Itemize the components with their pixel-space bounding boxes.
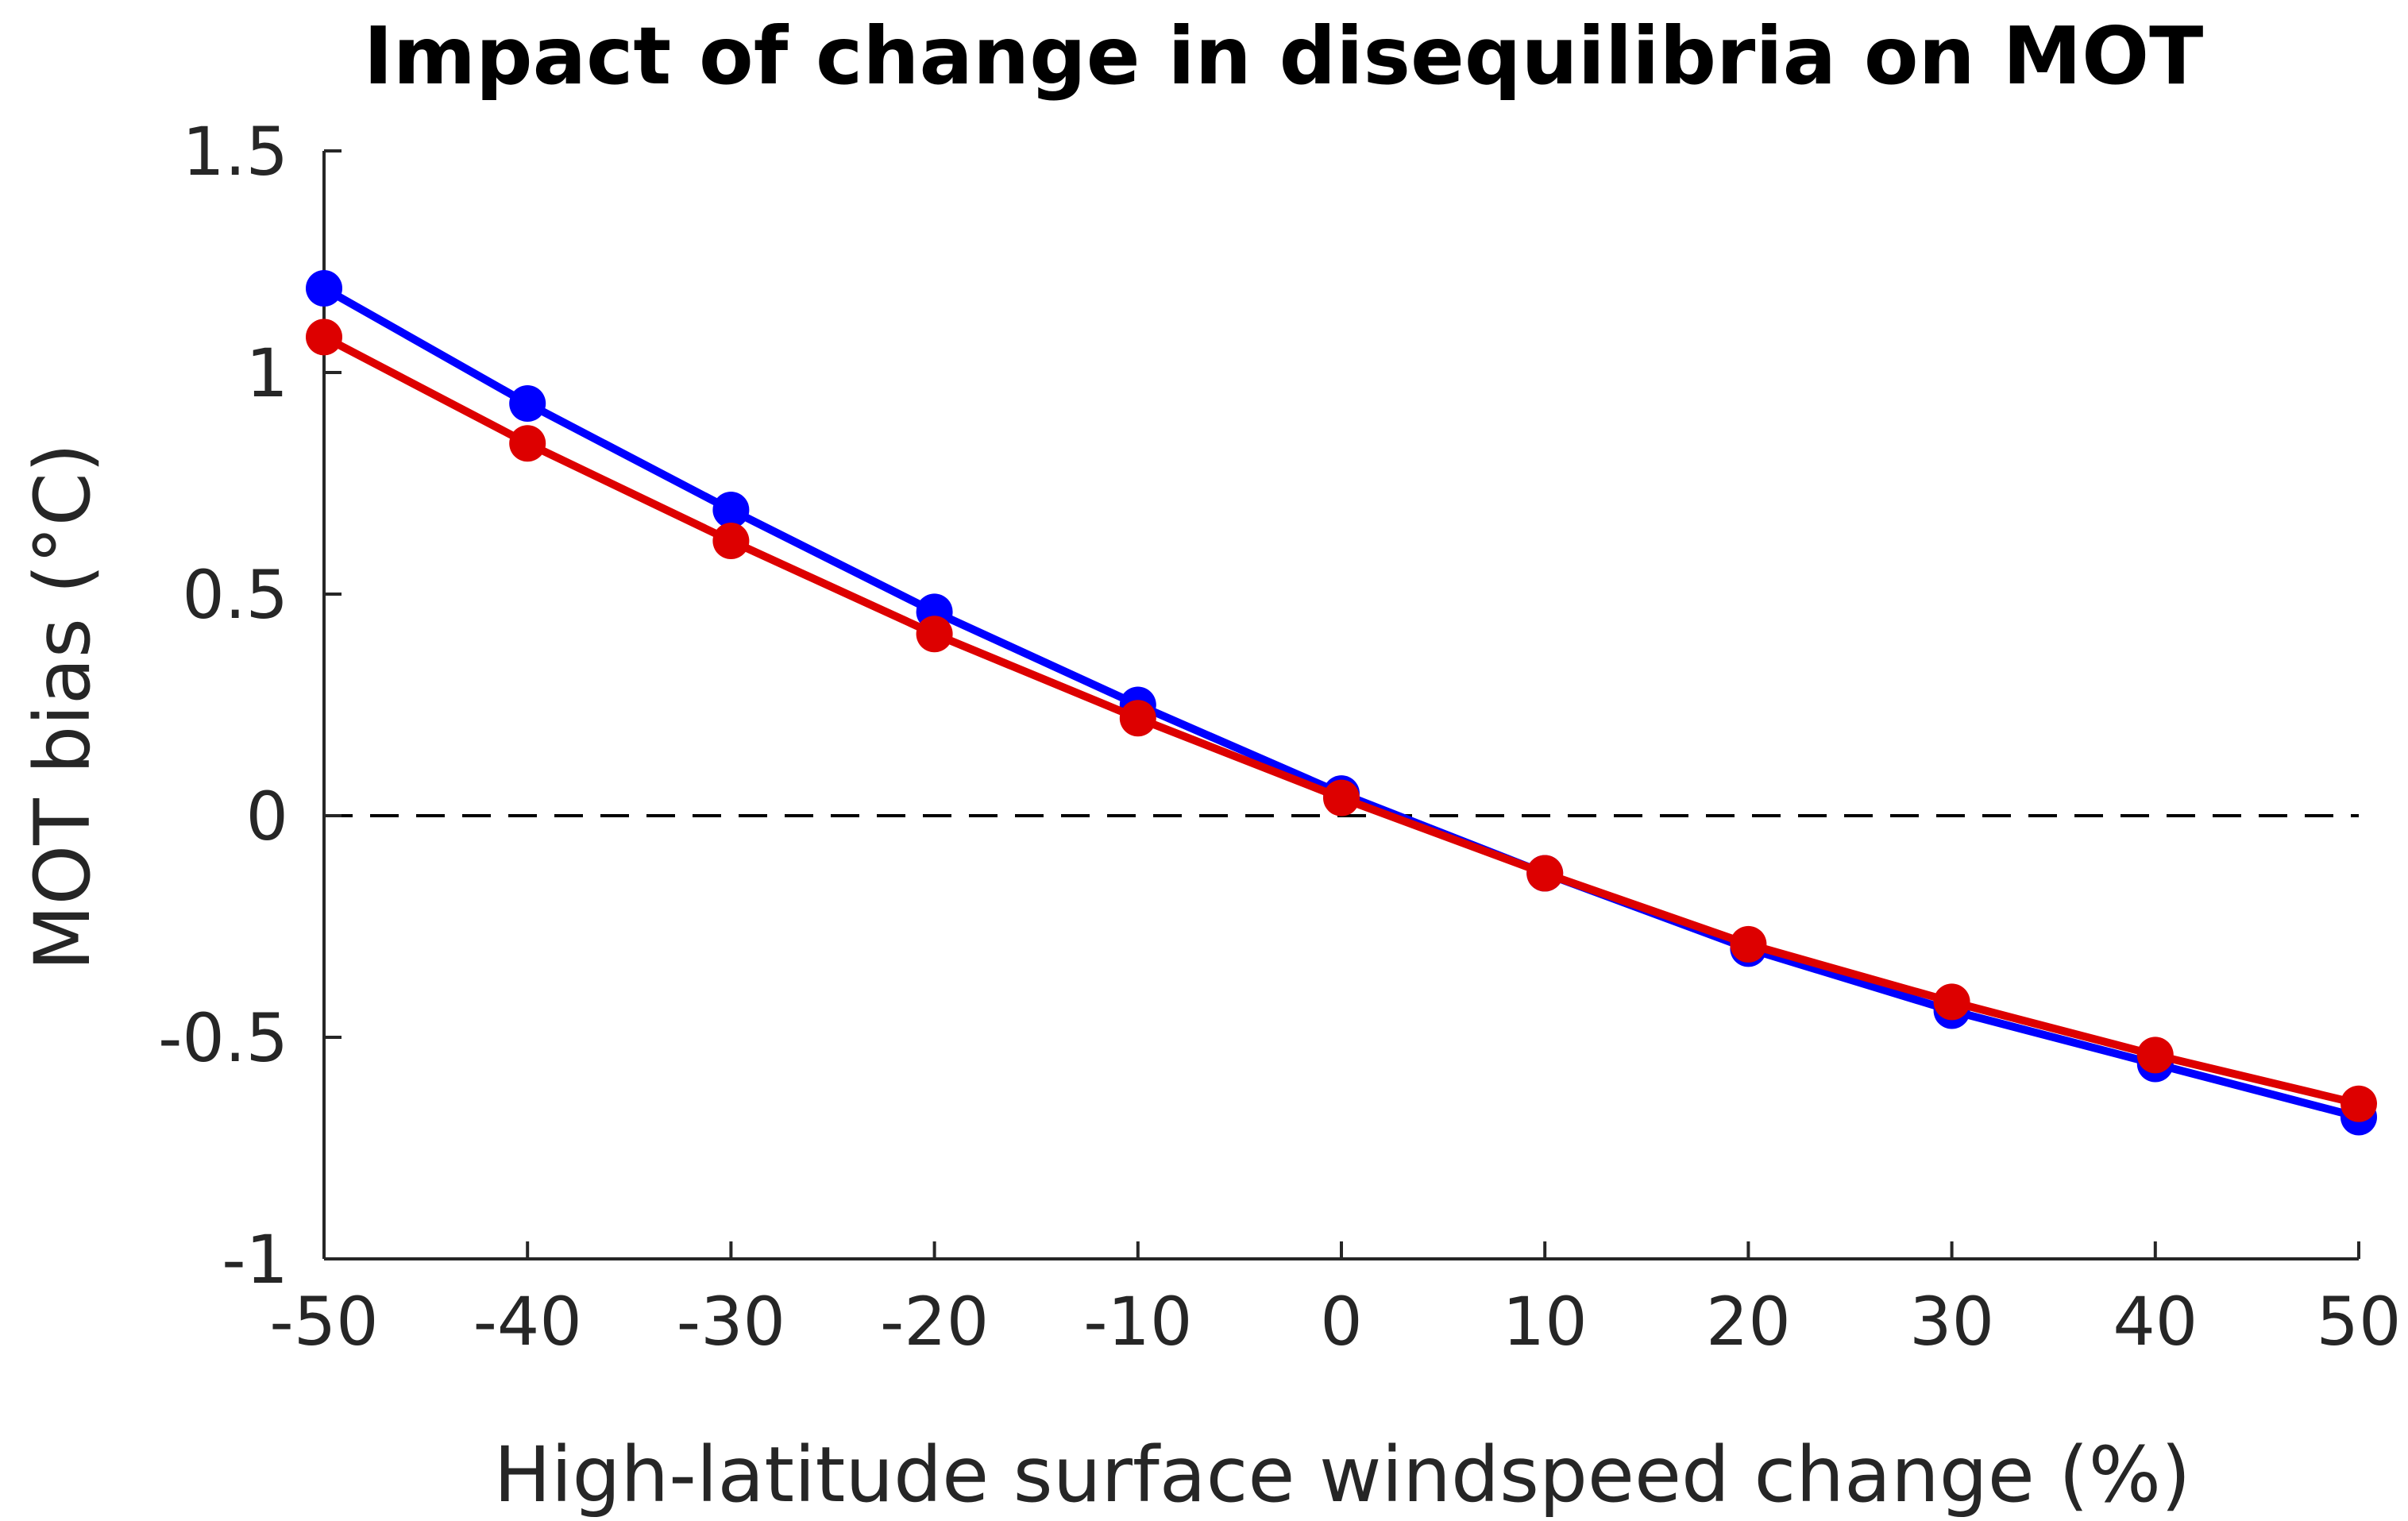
y-tick-label: -0.5 [158, 999, 288, 1077]
x-tick-label: -40 [473, 1283, 582, 1361]
x-tick-label: 0 [1320, 1283, 1362, 1361]
y-tick-label: 1.5 [182, 113, 288, 191]
x-tick-label: 20 [1706, 1283, 1791, 1361]
data-point [2340, 1085, 2377, 1122]
data-point [712, 523, 750, 560]
y-axis-ticks: 1.5 1 0.5 0 -0.5 -1 [158, 113, 342, 1299]
y-tick-label: 0 [246, 778, 288, 855]
data-point [916, 616, 953, 653]
x-tick-label: 30 [1909, 1283, 1994, 1361]
x-axis-ticks: -50 -40 -30 -20 -10 0 10 20 30 40 50 [269, 1241, 2401, 1361]
x-tick-label: 50 [2317, 1283, 2402, 1361]
data-point [509, 425, 546, 462]
x-tick-label: -20 [880, 1283, 989, 1361]
data-point [306, 269, 342, 307]
series-2 [306, 318, 2377, 1122]
data-point [1526, 855, 1564, 892]
x-tick-label: 40 [2113, 1283, 2198, 1361]
x-axis-title: High-latitude surface windspeed change (… [494, 1430, 2191, 1519]
chart-title: Impact of change in disequilibria on MOT [364, 10, 2204, 102]
series-1 [306, 269, 2377, 1136]
series-line [322, 333, 2360, 1108]
data-point [306, 318, 342, 356]
x-tick-label: -30 [677, 1283, 785, 1361]
data-point [1933, 983, 1970, 1021]
data-point [509, 385, 546, 423]
data-point [2136, 1037, 2174, 1074]
y-tick-label: 0.5 [182, 556, 288, 634]
x-tick-label: 10 [1503, 1283, 1588, 1361]
y-tick-label: -1 [222, 1221, 288, 1299]
data-point [1730, 925, 1767, 963]
data-point [712, 491, 750, 528]
series-line [322, 284, 2360, 1121]
plot-series [306, 269, 2377, 1136]
y-axis-title: MOT bias (°C) [18, 443, 107, 971]
y-tick-label: 1 [246, 334, 288, 412]
x-tick-label: -10 [1083, 1283, 1192, 1361]
data-point [1323, 779, 1360, 816]
data-point [1119, 700, 1156, 737]
x-tick-label: -50 [269, 1283, 378, 1361]
